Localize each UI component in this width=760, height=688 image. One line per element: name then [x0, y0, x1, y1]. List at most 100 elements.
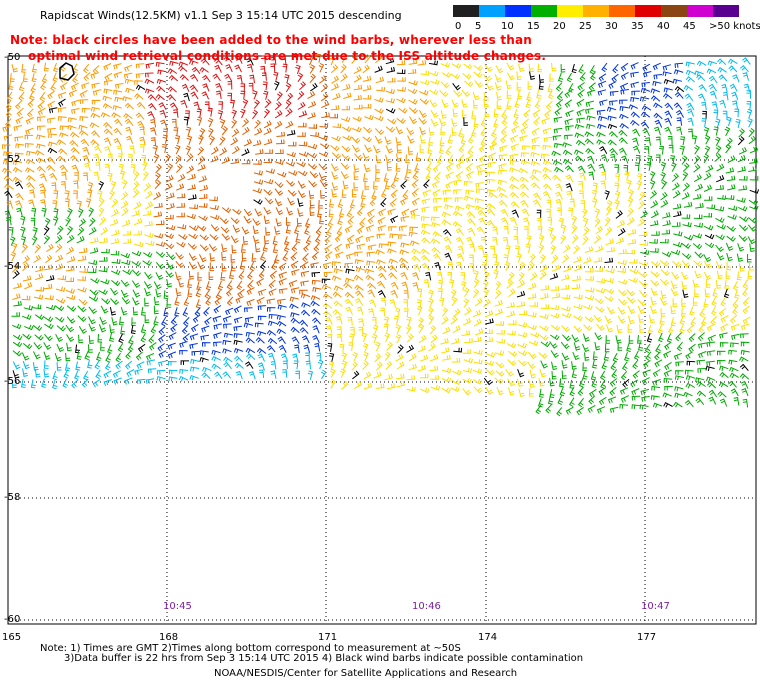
wind-barb: [396, 69, 406, 75]
wind-barb: [299, 289, 308, 295]
wind-barb: [316, 352, 322, 362]
wind-barb: [584, 107, 594, 114]
wind-barb: [92, 379, 101, 388]
wind-barb: [591, 189, 598, 200]
wind-barb: [22, 368, 29, 378]
wind-barb: [79, 268, 88, 274]
wind-barb: [452, 108, 458, 117]
wind-barb: [561, 360, 568, 369]
wind-barb: [681, 242, 691, 250]
wind-barb: [725, 137, 733, 147]
wind-barb: [351, 361, 359, 371]
wind-barb: [310, 82, 318, 92]
wind-barb: [447, 134, 453, 144]
wind-barb: [507, 320, 517, 326]
wind-barb: [220, 271, 226, 281]
wind-barb: [270, 360, 277, 370]
wind-barb: [266, 298, 276, 305]
wind-barb: [585, 147, 595, 155]
wind-barb: [431, 216, 440, 222]
wind-barb: [488, 192, 498, 199]
wind-barb: [388, 264, 398, 273]
wind-barb: [39, 173, 47, 182]
wind-barb: [150, 118, 157, 128]
wind-barb: [124, 377, 133, 385]
wind-barb: [673, 352, 683, 361]
wind-barb: [480, 136, 486, 147]
wind-barb: [190, 73, 199, 82]
wind-barb: [132, 306, 138, 316]
wind-barb: [230, 217, 240, 225]
colorbar-label: 45: [683, 21, 696, 32]
wind-barb: [608, 81, 617, 89]
wind-barb: [519, 191, 530, 199]
wind-barb: [421, 198, 431, 205]
wind-barb: [641, 105, 652, 111]
wind-barb: [282, 369, 288, 378]
wind-barb: [715, 244, 724, 253]
wind-barb: [168, 369, 178, 375]
wind-barb: [266, 344, 276, 353]
wind-barb: [619, 403, 629, 409]
wind-barb: [320, 92, 329, 102]
wind-barb: [483, 98, 489, 108]
wind-barb: [139, 126, 145, 135]
wind-barb: [637, 335, 642, 344]
wind-barb: [36, 134, 46, 140]
wind-barb: [498, 154, 508, 160]
wind-barb: [131, 250, 142, 257]
wind-barb: [605, 335, 611, 344]
wind-barb: [496, 386, 504, 396]
wind-barb: [289, 296, 299, 302]
wind-barb: [363, 173, 368, 183]
wind-barb: [251, 253, 257, 262]
wind-barb: [354, 380, 363, 389]
wind-barb: [518, 388, 525, 398]
wind-barb: [513, 108, 519, 119]
wind-barb: [94, 360, 101, 370]
wind-barb: [673, 69, 684, 75]
wind-barb: [182, 317, 190, 327]
wind-barb: [136, 378, 146, 385]
wind-barb: [231, 119, 238, 129]
wind-barb: [654, 359, 663, 368]
wind-barb: [337, 215, 343, 226]
wind-barb: [3, 134, 13, 141]
wind-barb: [1, 167, 12, 174]
wind-barb: [674, 62, 684, 68]
wind-barb: [692, 233, 703, 239]
wind-barb: [738, 224, 749, 232]
wind-barb: [486, 171, 495, 177]
wind-barb: [91, 99, 101, 105]
wind-barb: [405, 154, 411, 164]
wind-barb: [65, 324, 74, 333]
wind-barb: [12, 293, 21, 300]
wind-barb: [124, 64, 133, 72]
wind-barb: [342, 126, 352, 132]
wind-barb: [99, 237, 108, 244]
wind-barb: [374, 353, 382, 363]
wind-barb: [507, 271, 515, 281]
wind-barb: [587, 404, 596, 413]
wind-barb: [681, 307, 686, 317]
wind-barb: [307, 370, 314, 380]
wind-barb: [233, 325, 242, 332]
wind-barb: [642, 128, 651, 137]
wind-barb: [110, 238, 120, 245]
wind-barb: [740, 349, 750, 355]
wind-barb: [506, 342, 517, 349]
wind-barb: [6, 91, 13, 102]
wind-barb: [681, 260, 691, 268]
wind-barb: [134, 218, 143, 226]
wind-barb: [173, 109, 179, 118]
wind-barb: [600, 180, 606, 190]
wind-barb: [315, 53, 321, 63]
wind-barb: [430, 375, 439, 380]
wind-barb: [725, 270, 731, 280]
wind-barb: [348, 342, 354, 352]
wind-barb: [123, 112, 133, 119]
wind-barb: [54, 254, 64, 263]
wind-barb: [492, 236, 498, 246]
wind-barb: [460, 281, 467, 291]
